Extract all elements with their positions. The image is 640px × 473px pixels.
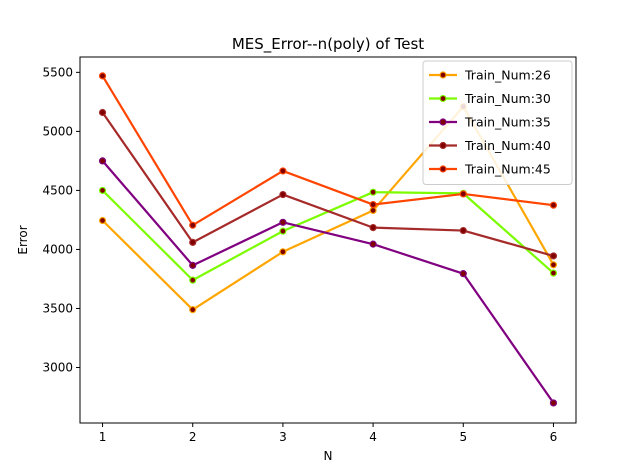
data-point	[98, 108, 107, 117]
data-point	[549, 269, 558, 277]
data-point	[279, 248, 287, 256]
data-point	[279, 167, 287, 175]
legend-entry: Train_Num:26	[429, 68, 551, 83]
x-axis-label: N	[324, 449, 333, 463]
data-point	[98, 157, 107, 165]
y-tick-label: 3500	[42, 301, 73, 315]
legend-label: Train_Num:26	[464, 68, 551, 83]
series-line	[101, 160, 555, 404]
data-point	[189, 276, 197, 284]
legend-label: Train_Num:45	[464, 162, 551, 177]
legend-entry: Train_Num:35	[429, 115, 551, 130]
y-tick-label: 4500	[42, 183, 73, 197]
series-line	[101, 111, 554, 257]
legend-label: Train_Num:35	[464, 115, 551, 130]
legend-marker	[439, 141, 447, 150]
y-tick-label: 5500	[42, 65, 73, 79]
data-point	[189, 221, 197, 229]
data-point	[549, 261, 558, 269]
plot-frame	[79, 56, 577, 424]
x-tick-label: 4	[369, 430, 377, 444]
chart-title: MES_Error--n(poly) of Test	[232, 35, 424, 54]
x-tick-label: 2	[189, 430, 197, 444]
series-3	[98, 157, 558, 407]
y-axis-label: Error	[16, 225, 30, 254]
series-line	[101, 189, 555, 282]
x-tick-label: 5	[459, 430, 467, 444]
legend-frame	[422, 60, 573, 185]
data-point	[369, 188, 377, 196]
series-line	[101, 75, 554, 227]
legend-marker	[439, 165, 447, 173]
data-point	[279, 227, 287, 235]
data-point	[459, 270, 467, 278]
data-point	[189, 238, 197, 246]
data-point	[459, 190, 467, 198]
y-tick-label: 5000	[42, 124, 73, 138]
data-point	[549, 399, 558, 407]
legend-label: Train_Num:40	[464, 138, 551, 153]
data-point	[189, 261, 197, 269]
data-point	[369, 206, 377, 215]
legend: Train_Num:26 Train_Num:30 Train_Num:35 Trai…	[422, 60, 573, 185]
legend-entry: Train_Num:45	[429, 162, 551, 177]
x-tick-label: 3	[279, 430, 287, 444]
x-tick-label: 1	[99, 430, 107, 444]
legend-marker	[439, 71, 447, 79]
x-axis: 1 2 3 4 5 6	[99, 423, 558, 444]
legend-marker	[439, 94, 447, 103]
data-point	[459, 226, 467, 235]
data-point	[549, 201, 558, 209]
data-point	[369, 240, 377, 248]
data-point	[189, 306, 197, 314]
series-4	[98, 108, 558, 260]
y-tick-label: 3000	[42, 361, 73, 375]
legend-marker	[439, 118, 447, 126]
data-point	[279, 218, 287, 226]
x-tick-label: 6	[550, 430, 558, 444]
y-axis: 3000 3500 4000 4500 5000 5500	[42, 65, 80, 375]
data-point	[98, 216, 107, 225]
legend-entry: Train_Num:30	[429, 91, 551, 106]
legend-entry: Train_Num:40	[429, 138, 551, 153]
data-point	[369, 200, 377, 209]
y-tick-label: 4000	[42, 242, 73, 256]
series-5	[98, 72, 558, 229]
data-point	[369, 224, 377, 232]
legend-label: Train_Num:30	[464, 91, 551, 106]
data-point	[98, 72, 107, 80]
data-point	[549, 252, 558, 260]
data-point	[279, 190, 287, 199]
data-point	[98, 186, 107, 195]
